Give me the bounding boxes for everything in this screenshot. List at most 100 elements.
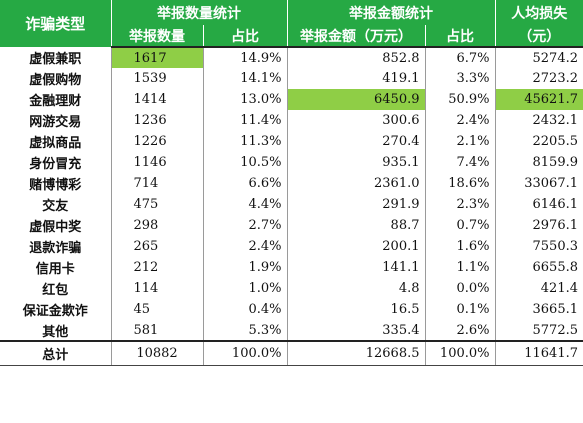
count-group-header: 举报数量统计: [111, 0, 288, 25]
count-cell: 265: [111, 236, 204, 257]
amount-cell: 2361.0: [287, 173, 426, 194]
count-cell: 114: [111, 278, 204, 299]
count-cell: 1617: [111, 47, 204, 68]
count-share-cell: 14.9%: [203, 47, 288, 68]
amount-share-cell: 2.6%: [425, 320, 496, 341]
total-count-share-cell: 100.0%: [203, 340, 288, 366]
table-row: 红包 114 1.0% 4.8 0.0% 421.4: [0, 278, 583, 299]
count-cell: 212: [111, 257, 204, 278]
per-capita-cell: 421.4: [540, 281, 578, 296]
amount-share-cell: 50.9%: [425, 89, 496, 110]
total-per-capita-cell: 11641.7: [495, 340, 583, 366]
per-capita-unit-header: （元）: [495, 25, 583, 48]
table-row: 身份冒充 1146 10.5% 935.1 7.4% 8159.9: [0, 152, 583, 173]
amount-cell: 16.5: [287, 299, 426, 320]
count-cell: 1226: [111, 131, 204, 152]
count-cell: 475: [111, 194, 204, 215]
per-capita-cell: 2432.1: [532, 113, 579, 128]
amount-share-cell: 18.6%: [425, 173, 496, 194]
table-row: 信用卡 212 1.9% 141.1 1.1% 6655.8: [0, 257, 583, 278]
per-capita-cell: 6146.1: [532, 197, 579, 212]
amount-share-cell: 7.4%: [425, 152, 496, 173]
count-share-cell: 1.0%: [203, 278, 288, 299]
table-row: 虚假购物 1539 14.1% 419.1 3.3% 2723.2: [0, 68, 583, 89]
count-share-cell: 6.6%: [203, 173, 288, 194]
fraud-type-cell: 其他: [0, 320, 112, 341]
count-share-cell: 1.9%: [203, 257, 288, 278]
amount-cell: 4.8: [287, 278, 426, 299]
amount-share-cell: 2.1%: [425, 131, 496, 152]
fraud-type-cell: 金融理财: [0, 89, 112, 110]
amount-share-cell: 0.7%: [425, 215, 496, 236]
fraud-type-cell: 保证金欺诈: [0, 299, 112, 320]
amount-cell: 935.1: [287, 152, 426, 173]
amount-cell: 270.4: [287, 131, 426, 152]
total-label: 总计: [0, 340, 112, 366]
fraud-type-cell: 交友: [0, 194, 112, 215]
per-capita-cell: 7550.3: [532, 239, 579, 254]
per-capita-cell: 8159.9: [532, 155, 579, 170]
count-share-cell: 13.0%: [203, 89, 288, 110]
table-row: 金融理财 1414 13.0% 6450.9 50.9% 45621.7: [0, 89, 583, 110]
fraud-statistics-table: 诈骗类型 举报数量统计 举报金额统计 人均损失 举报数量 占比 举报金额（万元）…: [0, 0, 583, 366]
count-share-cell: 2.4%: [203, 236, 288, 257]
total-count-cell: 10882: [111, 340, 204, 366]
fraud-type-header: 诈骗类型: [0, 0, 112, 47]
amount-group-header: 举报金额统计: [287, 0, 496, 25]
total-amount-cell: 12668.5: [287, 340, 426, 366]
count-share-cell: 0.4%: [203, 299, 288, 320]
amount-share-cell: 3.3%: [425, 68, 496, 89]
amount-cell: 88.7: [287, 215, 426, 236]
table-row: 交友 475 4.4% 291.9 2.3% 6146.1: [0, 194, 583, 215]
amount-share-cell: 2.3%: [425, 194, 496, 215]
amount-cell: 419.1: [287, 68, 426, 89]
fraud-type-cell: 虚假中奖: [0, 215, 112, 236]
table-row: 虚假中奖 298 2.7% 88.7 0.7% 2976.1: [0, 215, 583, 236]
count-cell: 714: [111, 173, 204, 194]
table-row: 网游交易 1236 11.4% 300.6 2.4% 2432.1: [0, 110, 583, 131]
count-share-header: 占比: [203, 25, 288, 48]
table-row: 赌博博彩 714 6.6% 2361.0 18.6% 33067.1: [0, 173, 583, 194]
amount-cell: 335.4: [287, 320, 426, 341]
count-share-cell: 11.3%: [203, 131, 288, 152]
count-header: 举报数量: [111, 25, 204, 48]
amount-share-cell: 2.4%: [425, 110, 496, 131]
amount-cell: 852.8: [287, 47, 426, 68]
count-share-cell: 4.4%: [203, 194, 288, 215]
table-row: 其他 581 5.3% 335.4 2.6% 5772.5: [0, 320, 583, 341]
fraud-type-cell: 赌博博彩: [0, 173, 112, 194]
per-capita-cell: 6655.8: [532, 260, 579, 275]
table-row: 退款诈骗 265 2.4% 200.1 1.6% 7550.3: [0, 236, 583, 257]
count-cell: 1414: [111, 89, 204, 110]
count-share-cell: 2.7%: [203, 215, 288, 236]
count-share-cell: 14.1%: [203, 68, 288, 89]
count-cell: 581: [111, 320, 204, 341]
per-capita-cell: 5274.2: [532, 50, 579, 66]
count-cell: 1236: [111, 110, 204, 131]
fraud-type-cell: 退款诈骗: [0, 236, 112, 257]
count-share-cell: 5.3%: [203, 320, 288, 341]
amount-share-cell: 0.1%: [425, 299, 496, 320]
table-row: 虚拟商品 1226 11.3% 270.4 2.1% 2205.5: [0, 131, 583, 152]
table-row: 保证金欺诈 45 0.4% 16.5 0.1% 3665.1: [0, 299, 583, 320]
fraud-type-cell: 网游交易: [0, 110, 112, 131]
per-capita-cell: 2723.2: [532, 71, 579, 86]
amount-cell: 291.9: [287, 194, 426, 215]
fraud-type-cell: 虚假购物: [0, 68, 112, 89]
per-capita-cell: 5772.5: [532, 322, 579, 338]
count-share-cell: 11.4%: [203, 110, 288, 131]
fraud-type-cell: 身份冒充: [0, 152, 112, 173]
amount-share-cell: 1.6%: [425, 236, 496, 257]
count-cell: 1146: [111, 152, 204, 173]
per-capita-cell: 2976.1: [532, 218, 579, 233]
amount-cell: 141.1: [287, 257, 426, 278]
per-capita-cell: 33067.1: [524, 176, 578, 191]
fraud-type-cell: 信用卡: [0, 257, 112, 278]
count-cell: 298: [111, 215, 204, 236]
amount-share-header: 占比: [425, 25, 496, 48]
fraud-type-cell: 虚拟商品: [0, 131, 112, 152]
total-row: 总计 10882 100.0% 12668.5 100.0% 11641.7: [0, 340, 583, 366]
amount-share-cell: 6.7%: [425, 47, 496, 68]
amount-share-cell: 0.0%: [425, 278, 496, 299]
amount-cell: 6450.9: [287, 89, 426, 110]
